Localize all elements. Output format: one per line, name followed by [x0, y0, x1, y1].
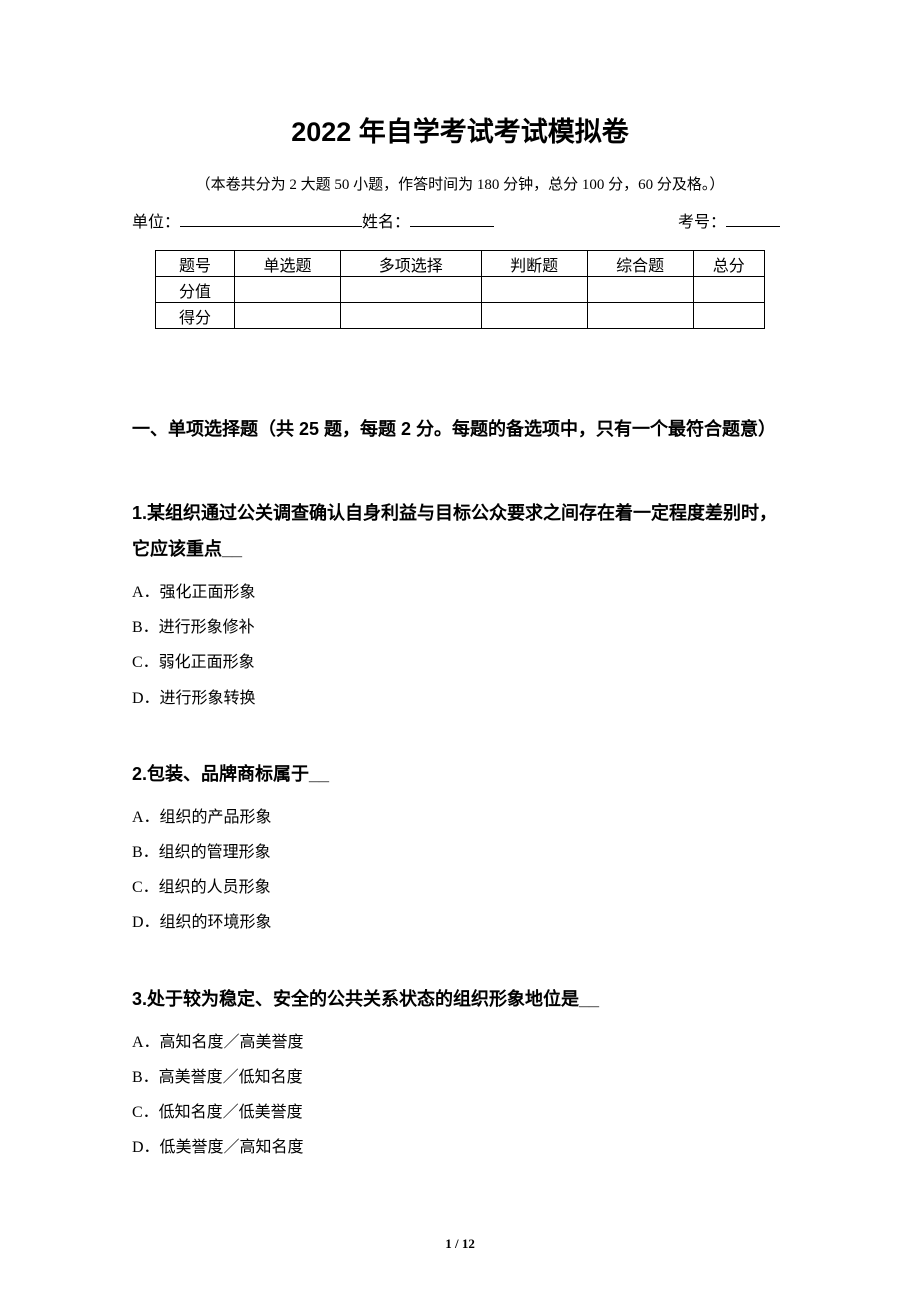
name-label: 姓名：	[362, 208, 410, 232]
score-cell	[481, 277, 587, 303]
score-cell	[341, 303, 482, 329]
question-option: C．弱化正面形象	[132, 645, 788, 680]
question-option: A．强化正面形象	[132, 575, 788, 610]
score-cell	[235, 303, 341, 329]
score-cell	[235, 277, 341, 303]
name-blank	[410, 208, 494, 227]
exam-no-label: 考号：	[678, 208, 726, 232]
question-3: 3.处于较为稳定、安全的公共关系状态的组织形象地位是__ A．高知名度／高美誉度…	[132, 981, 788, 1166]
score-cell: 单选题	[235, 251, 341, 277]
score-cell: 多项选择	[341, 251, 482, 277]
question-stem: 2.包装、品牌商标属于__	[132, 756, 788, 792]
question-option: A．组织的产品形象	[132, 800, 788, 835]
page-sep: /	[452, 1236, 462, 1251]
score-cell: 得分	[156, 303, 235, 329]
page: 2022 年自学考试考试模拟卷 （本卷共分为 2 大题 50 小题，作答时间为 …	[0, 0, 920, 1302]
score-cell: 综合题	[587, 251, 693, 277]
score-cell	[693, 277, 764, 303]
section-1-heading: 一、单项选择题（共 25 题，每题 2 分。每题的备选项中，只有一个最符合题意）	[132, 415, 788, 441]
score-cell	[587, 277, 693, 303]
candidate-info-line: 单位： 姓名： 考号：	[132, 208, 788, 232]
question-option: D．低美誉度／高知名度	[132, 1130, 788, 1165]
score-cell	[693, 303, 764, 329]
question-option: D．组织的环境形象	[132, 905, 788, 940]
question-stem: 3.处于较为稳定、安全的公共关系状态的组织形象地位是__	[132, 981, 788, 1017]
question-option: C．组织的人员形象	[132, 870, 788, 905]
score-cell: 总分	[693, 251, 764, 277]
question-option: C．低知名度／低美誉度	[132, 1095, 788, 1130]
score-cell: 分值	[156, 277, 235, 303]
table-row: 分值	[156, 277, 765, 303]
score-cell: 题号	[156, 251, 235, 277]
question-stem: 1.某组织通过公关调查确认自身利益与目标公众要求之间存在着一定程度差别时，它应该…	[132, 495, 788, 567]
question-2: 2.包装、品牌商标属于__ A．组织的产品形象 B．组织的管理形象 C．组织的人…	[132, 756, 788, 941]
question-option: B．高美誉度／低知名度	[132, 1060, 788, 1095]
exam-subtitle: （本卷共分为 2 大题 50 小题，作答时间为 180 分钟，总分 100 分，…	[132, 173, 788, 194]
page-number: 1 / 12	[0, 1236, 920, 1252]
score-table: 题号 单选题 多项选择 判断题 综合题 总分 分值 得分	[155, 250, 765, 329]
score-cell	[341, 277, 482, 303]
question-1: 1.某组织通过公关调查确认自身利益与目标公众要求之间存在着一定程度差别时，它应该…	[132, 495, 788, 716]
question-option: D．进行形象转换	[132, 681, 788, 716]
question-option: B．进行形象修补	[132, 610, 788, 645]
question-option: A．高知名度／高美誉度	[132, 1025, 788, 1060]
table-row: 题号 单选题 多项选择 判断题 综合题 总分	[156, 251, 765, 277]
unit-blank	[180, 208, 362, 227]
unit-label: 单位：	[132, 208, 180, 232]
question-option: B．组织的管理形象	[132, 835, 788, 870]
exam-no-blank	[726, 208, 780, 227]
score-cell	[587, 303, 693, 329]
page-total: 12	[462, 1236, 475, 1251]
table-row: 得分	[156, 303, 765, 329]
exam-title: 2022 年自学考试考试模拟卷	[132, 110, 788, 149]
score-cell: 判断题	[481, 251, 587, 277]
score-cell	[481, 303, 587, 329]
